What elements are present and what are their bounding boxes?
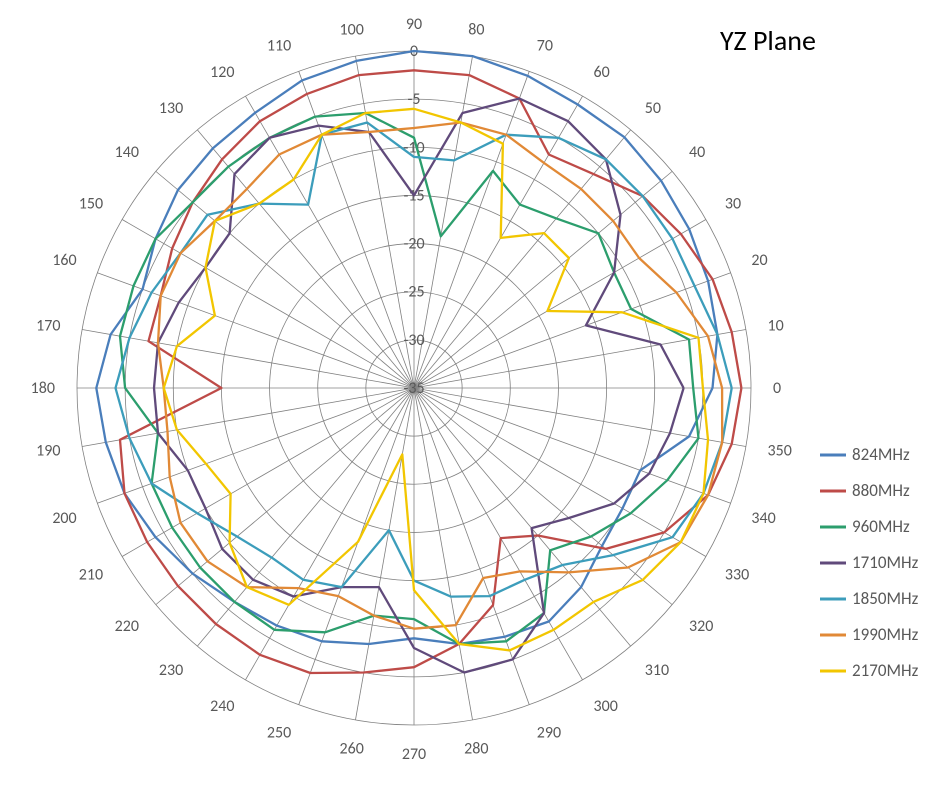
grid-spoke: [97, 273, 414, 388]
grid-spoke: [299, 71, 414, 388]
radial-tick-label: -35: [403, 379, 424, 398]
legend-label: 1710MHz: [852, 552, 919, 573]
angular-tick-label: 210: [79, 566, 103, 585]
grid-spoke: [246, 388, 415, 680]
angular-tick-label: 50: [645, 99, 661, 118]
angular-tick-label: 340: [751, 509, 775, 528]
legend-label: 824MHz: [852, 444, 910, 465]
grid-spoke: [414, 388, 706, 557]
grid-spoke: [414, 71, 529, 388]
grid-spoke: [97, 388, 414, 503]
angular-tick-label: 180: [31, 379, 55, 398]
angular-tick-label: 110: [267, 37, 291, 56]
angular-tick-label: 290: [537, 723, 561, 742]
angular-tick-label: 140: [115, 143, 139, 162]
grid-spoke: [414, 130, 631, 388]
grid-spoke: [414, 273, 731, 388]
angular-tick-label: 170: [36, 317, 60, 336]
angular-tick-label: 250: [267, 723, 291, 742]
angular-tick-label: 40: [689, 143, 705, 162]
radial-tick-label: -20: [403, 235, 424, 254]
angular-tick-label: 150: [79, 195, 103, 214]
angular-tick-label: 10: [768, 317, 784, 336]
radial-tick-label: -30: [403, 331, 424, 350]
series-line: [158, 123, 722, 629]
angular-tick-label: 260: [339, 740, 363, 759]
legend-label: 1990MHz: [852, 624, 919, 645]
angular-tick-label: 270: [402, 745, 426, 764]
radial-tick-label: -5: [407, 90, 420, 109]
legend-label: 2170MHz: [852, 660, 919, 681]
angular-tick-label: 310: [645, 661, 669, 680]
angular-tick-label: 120: [210, 63, 234, 82]
grid-spoke: [414, 388, 631, 646]
grid-spoke: [414, 329, 746, 388]
angular-tick-label: 0: [773, 379, 781, 398]
angular-tick-label: 230: [159, 661, 183, 680]
polar-chart-container: 0-5-10-15-20-25-30-350102030405060708090…: [0, 0, 934, 787]
angular-tick-label: 160: [52, 251, 76, 270]
legend-label: 1850MHz: [852, 588, 919, 609]
legend-label: 880MHz: [852, 480, 910, 501]
angular-tick-label: 60: [594, 63, 610, 82]
angular-tick-label: 220: [115, 617, 139, 636]
angular-tick-label: 100: [339, 20, 363, 39]
angular-tick-label: 280: [464, 740, 488, 759]
grid-spoke: [246, 96, 415, 388]
grid-spoke: [156, 388, 414, 605]
grid-spoke: [414, 388, 731, 503]
grid-spoke: [414, 388, 473, 720]
grid-spoke: [414, 171, 672, 388]
angular-tick-label: 300: [594, 697, 618, 716]
grid-spoke: [82, 329, 414, 388]
grid-spoke: [414, 220, 706, 389]
angular-tick-label: 330: [725, 566, 749, 585]
grid-spoke: [197, 130, 414, 388]
legend-label: 960MHz: [852, 516, 910, 537]
angular-tick-label: 200: [52, 509, 76, 528]
angular-tick-label: 90: [406, 15, 422, 34]
grid-spoke: [414, 96, 583, 388]
grid-spoke: [414, 388, 583, 680]
grid-spoke: [122, 220, 414, 389]
angular-tick-label: 320: [689, 617, 713, 636]
angular-tick-label: 190: [36, 441, 60, 460]
chart-title: YZ Plane: [720, 23, 816, 58]
radial-tick-label: -25: [403, 283, 424, 302]
series-line: [120, 70, 741, 673]
angular-tick-label: 130: [159, 99, 183, 118]
polar-chart-svg: 0-5-10-15-20-25-30-350102030405060708090…: [0, 0, 934, 787]
angular-tick-label: 30: [725, 195, 741, 214]
angular-tick-label: 70: [537, 37, 553, 56]
angular-tick-label: 350: [768, 441, 792, 460]
angular-tick-label: 240: [210, 697, 234, 716]
angular-tick-label: 20: [751, 251, 767, 270]
angular-tick-label: 80: [468, 20, 484, 39]
